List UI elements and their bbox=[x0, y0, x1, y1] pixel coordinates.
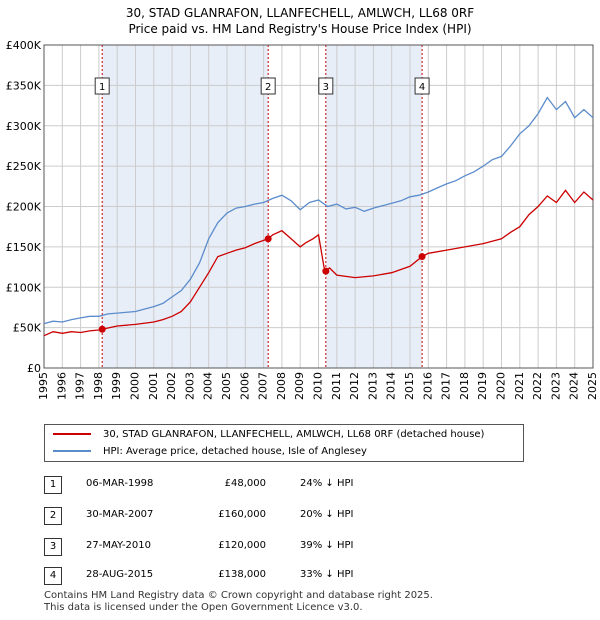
sale-point bbox=[98, 325, 106, 333]
x-tick-label: 2014 bbox=[385, 372, 398, 400]
y-tick-label: £0 bbox=[27, 362, 41, 375]
sale-row: 1 06-MAR-1998 £48,000 24% ↓ HPI bbox=[0, 476, 600, 496]
x-tick-label: 2023 bbox=[549, 372, 562, 400]
y-tick-label: £200K bbox=[6, 201, 42, 214]
sale-number-badge: 1 bbox=[44, 476, 62, 494]
sale-price: £120,000 bbox=[218, 540, 266, 551]
sale-hpi-diff: 33% ↓ HPI bbox=[300, 569, 354, 580]
sale-date: 06-MAR-1998 bbox=[86, 478, 154, 489]
chart-title-line2: Price paid vs. HM Land Registry's House … bbox=[128, 22, 472, 36]
sale-number-badge: 4 bbox=[44, 567, 62, 585]
footer-license: This data is licensed under the Open Gov… bbox=[44, 602, 363, 613]
x-tick-label: 2021 bbox=[513, 372, 526, 400]
x-tick-label: 2002 bbox=[165, 372, 178, 400]
x-tick-label: 2009 bbox=[293, 372, 306, 400]
x-tick-label: 2019 bbox=[476, 372, 489, 400]
sale-point bbox=[264, 235, 272, 243]
sale-label-box bbox=[94, 77, 110, 95]
sale-point bbox=[418, 253, 426, 261]
x-tick-label: 1997 bbox=[74, 372, 87, 400]
sale-number-badge: 2 bbox=[44, 507, 62, 525]
sale-price: £160,000 bbox=[218, 509, 266, 520]
sale-label-box bbox=[318, 77, 334, 95]
sale-label-text: 4 bbox=[419, 82, 425, 93]
legend-label-property: 30, STAD GLANRAFON, LLANFECHELL, AMLWCH,… bbox=[103, 429, 485, 440]
sale-label-text: 1 bbox=[99, 82, 105, 93]
sale-price: £48,000 bbox=[224, 478, 266, 489]
x-tick-label: 2013 bbox=[366, 372, 379, 400]
sale-date: 28-AUG-2015 bbox=[86, 569, 154, 580]
sale-row: 4 28-AUG-2015 £138,000 33% ↓ HPI bbox=[0, 567, 600, 587]
x-tick-label: 2012 bbox=[348, 372, 361, 400]
legend-label-hpi: HPI: Average price, detached house, Isle… bbox=[103, 446, 367, 457]
chart-legend: 30, STAD GLANRAFON, LLANFECHELL, AMLWCH,… bbox=[44, 424, 524, 462]
legend-swatch-property bbox=[53, 433, 91, 435]
x-tick-label: 2007 bbox=[257, 372, 270, 400]
x-tick-label: 2025 bbox=[586, 372, 599, 400]
x-tick-label: 2017 bbox=[440, 372, 453, 400]
x-tick-label: 2008 bbox=[275, 372, 288, 400]
x-tick-label: 2016 bbox=[421, 372, 434, 400]
x-tick-label: 2004 bbox=[202, 372, 215, 400]
legend-item-property: 30, STAD GLANRAFON, LLANFECHELL, AMLWCH,… bbox=[53, 427, 484, 443]
sale-hpi-diff: 20% ↓ HPI bbox=[300, 509, 354, 520]
sale-number-badge: 3 bbox=[44, 538, 62, 556]
legend-swatch-hpi bbox=[53, 450, 91, 452]
y-tick-label: £250K bbox=[6, 160, 42, 173]
x-tick-label: 2001 bbox=[147, 372, 160, 400]
x-tick-label: 1996 bbox=[55, 372, 68, 400]
x-tick-label: 2020 bbox=[495, 372, 508, 400]
y-tick-label: £350K bbox=[6, 79, 42, 92]
price-chart: £0 £50K £100K £150K £200K £250K £300K £350K £400… bbox=[6, 39, 599, 400]
x-tick-label: 2006 bbox=[238, 372, 251, 400]
x-tick-label: 1998 bbox=[92, 372, 105, 400]
sale-price: £138,000 bbox=[218, 569, 266, 580]
x-tick-label: 2011 bbox=[330, 372, 343, 400]
x-tick-label: 2018 bbox=[458, 372, 471, 400]
plot-border bbox=[43, 44, 594, 369]
hpi-line bbox=[43, 96, 594, 325]
chart-title-line1: 30, STAD GLANRAFON, LLANFECHELL, AMLWCH,… bbox=[125, 6, 475, 20]
sale-hpi-diff: 24% ↓ HPI bbox=[300, 478, 354, 489]
sale-hpi-diff: 39% ↓ HPI bbox=[300, 540, 354, 551]
x-tick-label: 2010 bbox=[312, 372, 325, 400]
y-tick-label: £100K bbox=[6, 281, 42, 294]
x-tick-label: 2005 bbox=[220, 372, 233, 400]
x-tick-label: 2015 bbox=[403, 372, 416, 400]
footer-copyright: Contains HM Land Registry data © Crown c… bbox=[44, 590, 433, 601]
x-tick-label: 2024 bbox=[568, 372, 581, 400]
y-tick-label: £150K bbox=[6, 241, 42, 254]
property-price-line bbox=[43, 189, 594, 337]
sale-date: 27-MAY-2010 bbox=[86, 540, 152, 551]
x-tick-label: 2000 bbox=[129, 372, 142, 400]
sale-row: 3 27-MAY-2010 £120,000 39% ↓ HPI bbox=[0, 538, 600, 558]
sale-label-text: 3 bbox=[323, 82, 329, 93]
sale-label-text: 2 bbox=[265, 82, 271, 93]
sale-label-box bbox=[414, 77, 430, 95]
sale-point bbox=[322, 267, 330, 275]
x-tick-label: 1999 bbox=[110, 372, 123, 400]
x-tick-label: 2022 bbox=[531, 372, 544, 400]
sale-label-box bbox=[260, 77, 276, 95]
y-tick-label: £400K bbox=[6, 39, 42, 52]
sale-date: 30-MAR-2007 bbox=[86, 509, 154, 520]
y-tick-label: £300K bbox=[6, 120, 42, 133]
legend-item-hpi: HPI: Average price, detached house, Isle… bbox=[53, 444, 367, 460]
y-tick-label: £50K bbox=[13, 322, 42, 335]
x-tick-label: 2003 bbox=[183, 372, 196, 400]
sale-row: 2 30-MAR-2007 £160,000 20% ↓ HPI bbox=[0, 507, 600, 527]
x-tick-label: 1995 bbox=[37, 372, 50, 400]
